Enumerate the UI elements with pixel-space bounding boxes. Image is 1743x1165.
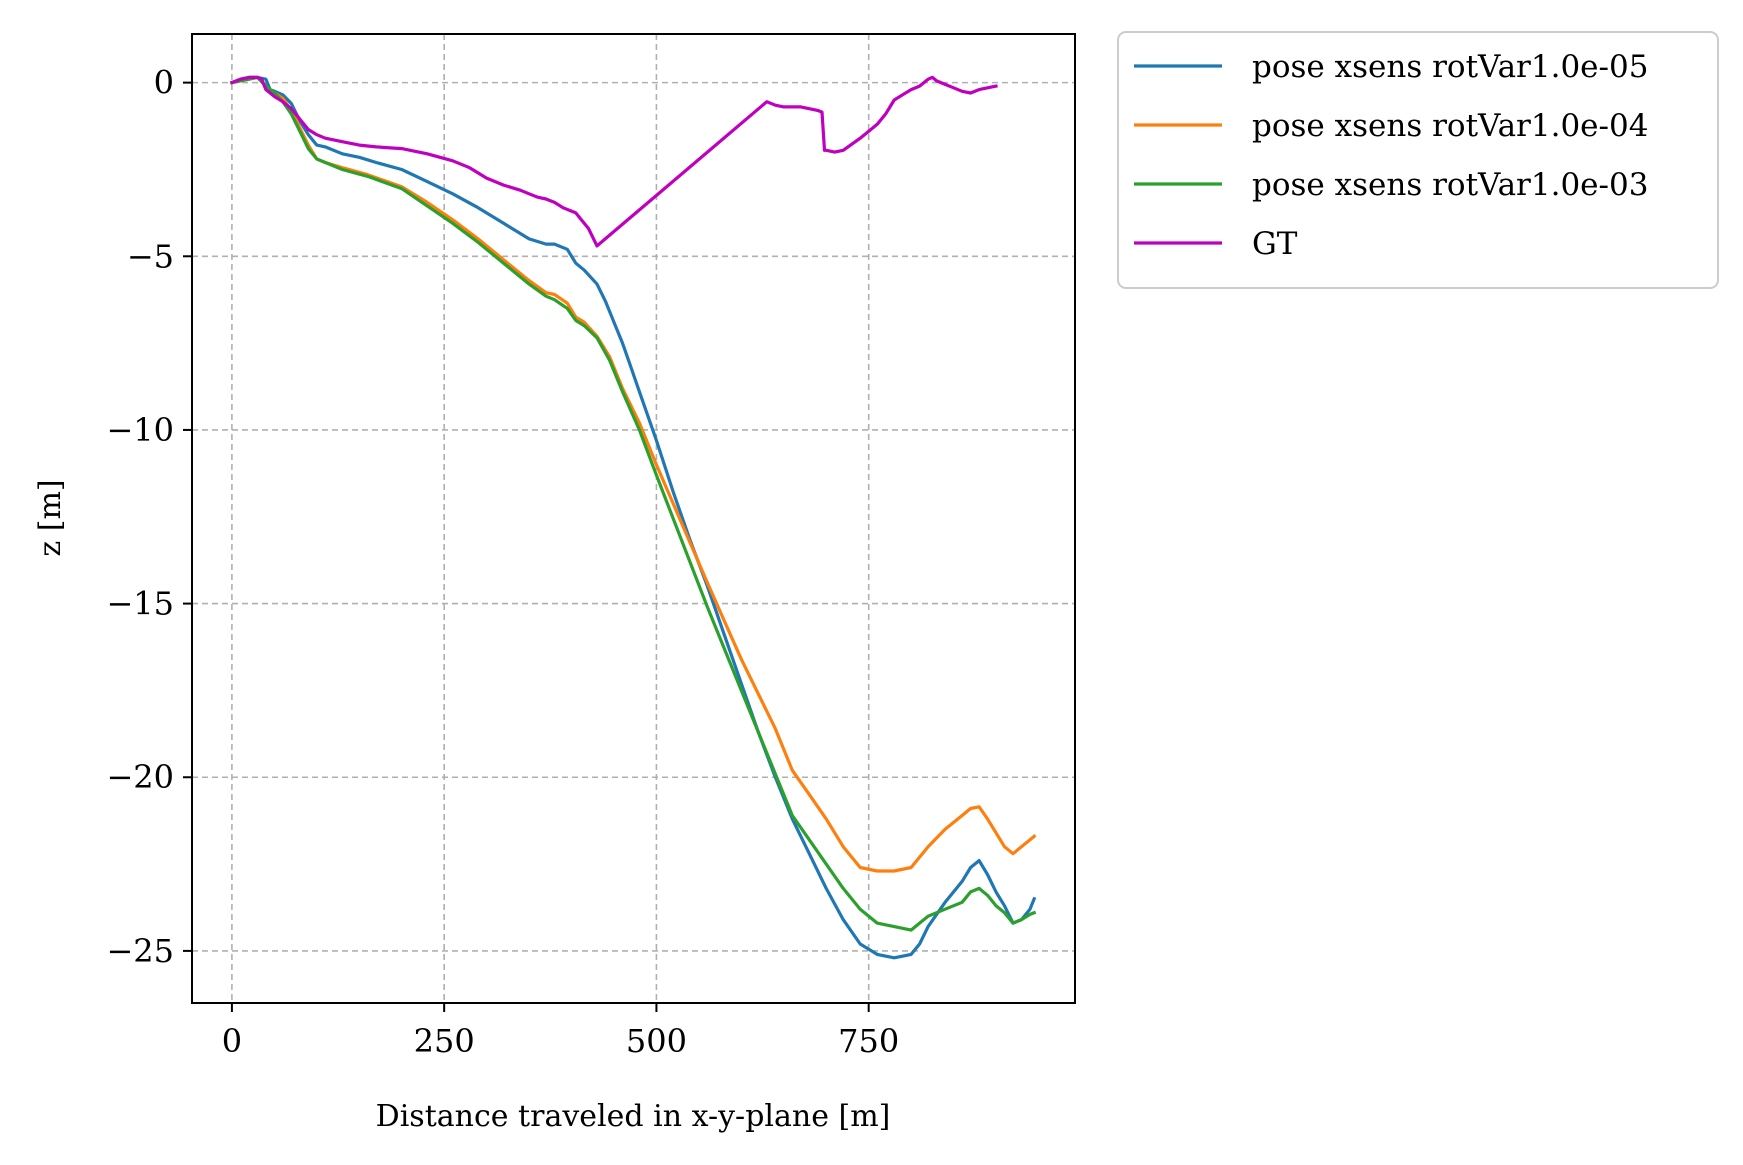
plot-area-background (192, 34, 1075, 1003)
plot-frame (191, 33, 1076, 1004)
y-tick-label: −5 (127, 237, 174, 275)
series-line-4 (229, 75, 998, 248)
x-axis-label: Distance traveled in x-y-plane [m] (376, 1099, 891, 1134)
y-axis: 0 −5 −10 −15 −20 −25 (106, 64, 192, 970)
y-tick-label: −15 (106, 585, 174, 623)
legend-label-1: pose xsens rotVar1.0e-05 (1252, 49, 1648, 85)
y-axis-label: z [m] (33, 479, 68, 556)
x-tick-label: 0 (222, 1022, 242, 1060)
plot-lines (229, 75, 1037, 960)
x-tick-label: 500 (626, 1022, 687, 1060)
legend-frame (1117, 31, 1719, 289)
y-tick-label: −25 (106, 932, 174, 970)
y-tick-label: 0 (154, 64, 174, 102)
grid (192, 34, 1075, 1003)
legend: pose xsens rotVar1.0e-05 pose xsens rotVa… (1117, 31, 1719, 289)
x-tick-label: 750 (838, 1022, 899, 1060)
x-tick-label: 250 (414, 1022, 475, 1060)
y-tick-label: −10 (106, 411, 174, 449)
y-tick-label: −20 (106, 758, 174, 796)
legend-label-3: pose xsens rotVar1.0e-03 (1252, 167, 1648, 203)
x-axis: 0 250 500 750 (222, 1003, 899, 1060)
series-line-3 (230, 75, 1037, 932)
legend-label-4: GT (1252, 226, 1298, 262)
series-line-1 (229, 75, 1037, 960)
legend-label-2: pose xsens rotVar1.0e-04 (1252, 108, 1648, 144)
